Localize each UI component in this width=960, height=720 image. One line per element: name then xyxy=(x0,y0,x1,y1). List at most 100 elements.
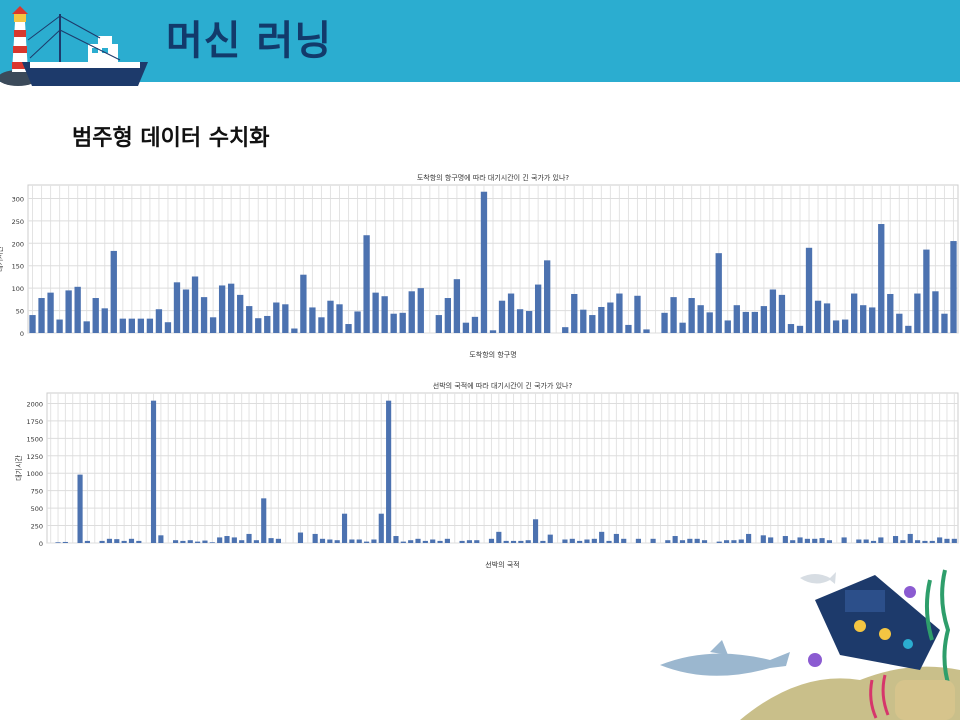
bar xyxy=(892,536,899,543)
bar xyxy=(532,519,539,543)
bar xyxy=(507,293,515,333)
bar xyxy=(489,330,497,333)
bar xyxy=(616,293,623,333)
bar xyxy=(417,288,424,333)
bar xyxy=(146,318,154,333)
bar xyxy=(922,540,928,543)
bar xyxy=(119,318,126,333)
bar xyxy=(841,319,849,333)
y-axis-label: 대기시간 xyxy=(0,246,4,272)
bar xyxy=(106,538,113,543)
bar xyxy=(814,300,822,333)
bar xyxy=(345,324,352,333)
bar xyxy=(584,539,590,543)
bar xyxy=(309,307,316,333)
y-tick-label: 250 xyxy=(12,218,24,226)
y-tick-label: 1000 xyxy=(26,470,43,478)
bar xyxy=(437,540,443,543)
bar xyxy=(733,305,740,333)
bar xyxy=(101,308,108,333)
bar xyxy=(341,513,348,543)
bar xyxy=(510,540,517,543)
bar xyxy=(643,329,650,333)
bar xyxy=(92,298,99,333)
bar xyxy=(264,315,271,333)
bar xyxy=(805,247,813,333)
bar xyxy=(860,305,867,333)
bar xyxy=(200,297,208,333)
y-tick-label: 150 xyxy=(12,263,24,271)
bar xyxy=(224,536,230,543)
bar xyxy=(941,313,948,333)
bar xyxy=(29,315,36,333)
bar xyxy=(246,533,252,543)
bar xyxy=(164,322,172,333)
bar xyxy=(261,498,267,543)
bar xyxy=(787,324,795,333)
bar xyxy=(591,538,597,543)
bar xyxy=(650,538,656,543)
bar xyxy=(613,533,619,543)
bar xyxy=(742,311,749,333)
bar xyxy=(724,540,730,543)
bar xyxy=(408,291,415,333)
bar xyxy=(751,311,759,333)
bar xyxy=(878,537,884,543)
bar xyxy=(400,541,406,543)
bar xyxy=(399,312,406,333)
y-tick-label: 2000 xyxy=(26,400,43,408)
y-tick-label: 100 xyxy=(12,285,24,293)
header-divider xyxy=(0,82,960,85)
bar xyxy=(364,541,370,543)
bar xyxy=(202,540,208,543)
bar xyxy=(209,317,217,333)
y-axis-label: 대기시간 xyxy=(14,455,23,481)
port-wait-time-chart: 0 50 100 150 200 250 300 도착항의 항구명에 따라 대기시간이 긴 국… xyxy=(0,170,960,360)
bar xyxy=(598,306,605,333)
bar xyxy=(569,538,575,543)
bar xyxy=(56,319,63,333)
bar xyxy=(715,253,722,333)
bar xyxy=(356,539,362,543)
bar xyxy=(804,538,810,543)
bar xyxy=(950,241,957,333)
bar xyxy=(150,400,157,543)
bar xyxy=(672,536,678,543)
bar xyxy=(77,474,83,543)
bar xyxy=(621,538,627,543)
bar xyxy=(869,307,876,333)
bar xyxy=(459,540,465,543)
bar xyxy=(562,539,568,543)
bar xyxy=(74,286,81,333)
bar xyxy=(544,260,551,333)
bar xyxy=(291,328,298,333)
bar xyxy=(195,541,201,543)
bar xyxy=(516,309,524,333)
bar xyxy=(47,292,54,333)
bar xyxy=(471,316,479,333)
bar xyxy=(887,293,894,333)
bar xyxy=(571,293,578,333)
bar xyxy=(381,296,388,333)
bar xyxy=(634,295,641,333)
bar xyxy=(173,282,181,333)
plot-area xyxy=(46,392,959,544)
bar xyxy=(896,313,903,333)
bar xyxy=(796,325,804,333)
y-tick-label: 1250 xyxy=(26,453,43,461)
bar xyxy=(253,540,259,543)
bar xyxy=(760,535,766,543)
bar xyxy=(121,540,127,543)
bar xyxy=(430,539,436,543)
bar xyxy=(701,540,708,543)
bar xyxy=(706,312,713,333)
bar xyxy=(318,317,325,333)
bar xyxy=(462,322,470,333)
bar xyxy=(589,315,596,333)
bar xyxy=(778,294,786,333)
bar xyxy=(580,309,587,333)
y-tick-label: 750 xyxy=(31,488,43,496)
bar xyxy=(670,297,677,333)
bar xyxy=(435,315,442,333)
bar xyxy=(923,249,930,333)
